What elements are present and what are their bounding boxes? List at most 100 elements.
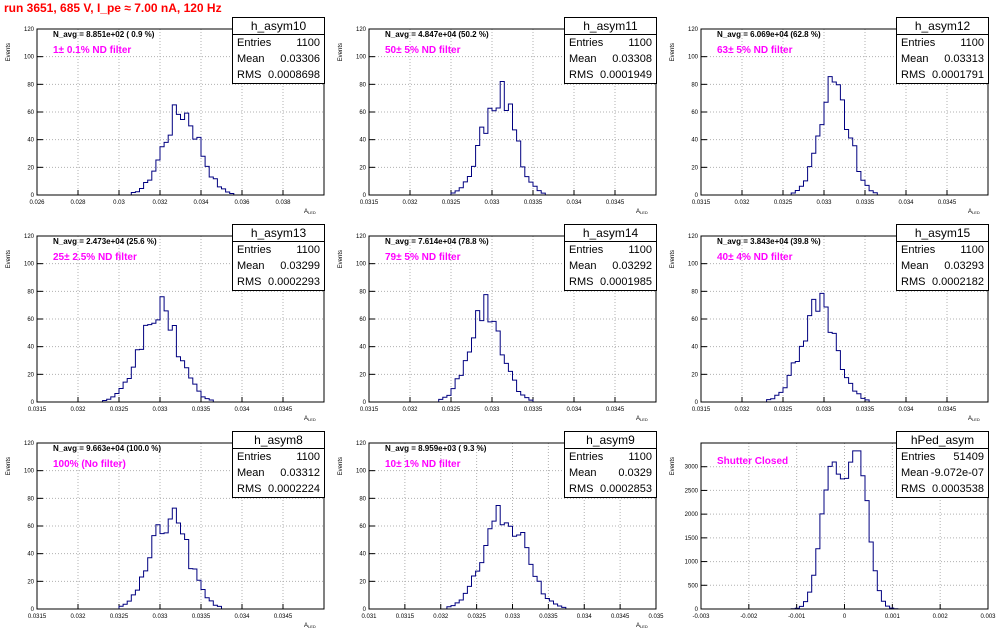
x-tick-label: 0.031	[361, 614, 377, 620]
stats-value: 1100	[628, 244, 652, 256]
histogram-line	[369, 80, 656, 196]
stats-key: Entries	[237, 451, 272, 463]
x-tick-label: 0.0315	[692, 200, 711, 206]
y-tick-label: 20	[27, 372, 34, 378]
stats-box: h_asym15 Entries 1100 Mean 0.03293 RMS 0.00021…	[896, 224, 989, 291]
y-axis-label: Events	[6, 250, 12, 268]
y-tick-label: 100	[356, 469, 367, 475]
y-tick-label: 0	[31, 193, 35, 199]
y-tick-label: 60	[359, 524, 366, 530]
y-tick-label: 100	[688, 55, 699, 61]
plot-frame	[36, 28, 325, 196]
y-tick-label: 40	[359, 138, 366, 144]
stats-key: Mean	[569, 53, 597, 65]
y-tick-label: 3000	[685, 465, 699, 471]
x-tick-label: 0.0335	[524, 200, 543, 206]
stats-value: 0.03292	[612, 260, 652, 272]
filter-label: 100% (No filter)	[53, 459, 126, 470]
y-tick-label: 2500	[685, 488, 699, 494]
stats-key: Entries	[237, 37, 272, 49]
x-tick-label: 0.0315	[28, 614, 47, 620]
stats-box: h_asym11 Entries 1100 Mean 0.03308 RMS 0.00019…	[564, 17, 657, 84]
stats-row-mean: Mean 0.0329	[565, 465, 656, 481]
x-axis-label: ALED	[636, 209, 648, 215]
stats-value: 0.0002224	[268, 483, 320, 495]
stats-value: -9.072e-07	[930, 467, 984, 479]
stats-value: 0.0001791	[932, 69, 984, 81]
y-tick-label: 120	[356, 27, 367, 33]
stats-row-entries: Entries 1100	[233, 35, 324, 51]
x-tick-label: 0.032	[70, 407, 86, 413]
y-tick-label: 0	[695, 193, 699, 199]
x-tick-label: 0.0345	[274, 614, 293, 620]
stats-row-mean: Mean -9.072e-07	[897, 465, 988, 481]
stats-row-rms: RMS 0.0008698	[233, 67, 324, 83]
stats-value: 0.03293	[944, 260, 984, 272]
histogram-line	[369, 294, 656, 403]
stats-value: 1100	[628, 37, 652, 49]
stats-row-mean: Mean 0.03293	[897, 258, 988, 274]
y-tick-label: 0	[31, 607, 35, 613]
x-tick-label: 0.034	[566, 407, 582, 413]
stats-row-rms: RMS 0.0002853	[565, 481, 656, 497]
plot-frame	[700, 442, 989, 610]
stats-value: 51409	[953, 451, 984, 463]
x-tick-label: 0.0345	[606, 200, 625, 206]
x-axis-label: ALED	[636, 623, 648, 629]
x-tick-label: 0.0335	[856, 200, 875, 206]
histogram-name: h_asym11	[565, 18, 656, 35]
y-axis-label: Events	[338, 250, 344, 268]
stats-value: 0.03299	[280, 260, 320, 272]
y-tick-label: 0	[363, 400, 367, 406]
stats-value: 1100	[296, 244, 320, 256]
filter-label: 79± 5% ND filter	[385, 252, 461, 263]
stats-key: RMS	[901, 483, 926, 495]
x-tick-label: 0.032	[402, 200, 418, 206]
stats-box: hPed_asym Entries 51409 Mean -9.072e-07 RMS 0.…	[896, 431, 989, 498]
x-tick-label: 0.034	[898, 407, 914, 413]
stats-value: 0.0329	[618, 467, 652, 479]
y-tick-label: 80	[691, 289, 698, 295]
x-tick-label: 0.033	[484, 200, 500, 206]
stats-key: RMS	[237, 69, 262, 81]
x-tick-label: 0.0325	[442, 407, 461, 413]
x-tick-label: 0.033	[152, 614, 168, 620]
filter-label: Shutter Closed	[717, 456, 789, 467]
stats-key: RMS	[901, 69, 926, 81]
y-tick-label: 100	[356, 262, 367, 268]
stats-key: RMS	[901, 276, 926, 288]
stats-key: Mean	[237, 260, 265, 272]
navg-label: N_avg = 3.843e+04 (39.8 %)	[717, 237, 821, 246]
y-axis-label: Events	[670, 457, 676, 475]
stats-key: RMS	[237, 483, 262, 495]
stats-row-mean: Mean 0.03292	[565, 258, 656, 274]
navg-label: N_avg = 8.959e+03 ( 9.3 %)	[385, 444, 487, 453]
filter-label: 10± 1% ND filter	[385, 459, 461, 470]
y-tick-label: 40	[27, 345, 34, 351]
stats-box: h_asym10 Entries 1100 Mean 0.03306 RMS 0.00086…	[232, 17, 325, 84]
stats-row-mean: Mean 0.03313	[897, 51, 988, 67]
stats-value: 0.03308	[612, 53, 652, 65]
x-tick-label: 0.0335	[539, 614, 558, 620]
stats-row-entries: Entries 1100	[233, 242, 324, 258]
stats-key: Entries	[569, 451, 604, 463]
x-tick-label: 0.002	[933, 614, 949, 620]
x-tick-label: 0.001	[885, 614, 901, 620]
histogram-name: h_asym9	[565, 432, 656, 449]
x-tick-label: 0.034	[234, 407, 250, 413]
x-tick-label: 0.032	[70, 614, 86, 620]
x-axis-label: ALED	[304, 416, 316, 422]
stats-value: 0.03306	[280, 53, 320, 65]
x-tick-label: 0.0345	[938, 200, 957, 206]
y-axis-label: Events	[6, 457, 12, 475]
stats-row-rms: RMS 0.0003538	[897, 481, 988, 497]
histogram-panel-h_asym11: 0.0315 0.032 0.0325 0.033 0.0335 0.034 0.0345 0…	[332, 12, 664, 219]
stats-value: 0.0001949	[600, 69, 652, 81]
x-tick-label: 0.0315	[360, 407, 379, 413]
y-tick-label: 20	[27, 579, 34, 585]
y-tick-label: 20	[691, 372, 698, 378]
stats-key: Entries	[569, 37, 604, 49]
y-axis-label: Events	[670, 250, 676, 268]
filter-label: 25± 2.5% ND filter	[53, 252, 137, 263]
stats-box: h_asym8 Entries 1100 Mean 0.03312 RMS 0.000222…	[232, 431, 325, 498]
